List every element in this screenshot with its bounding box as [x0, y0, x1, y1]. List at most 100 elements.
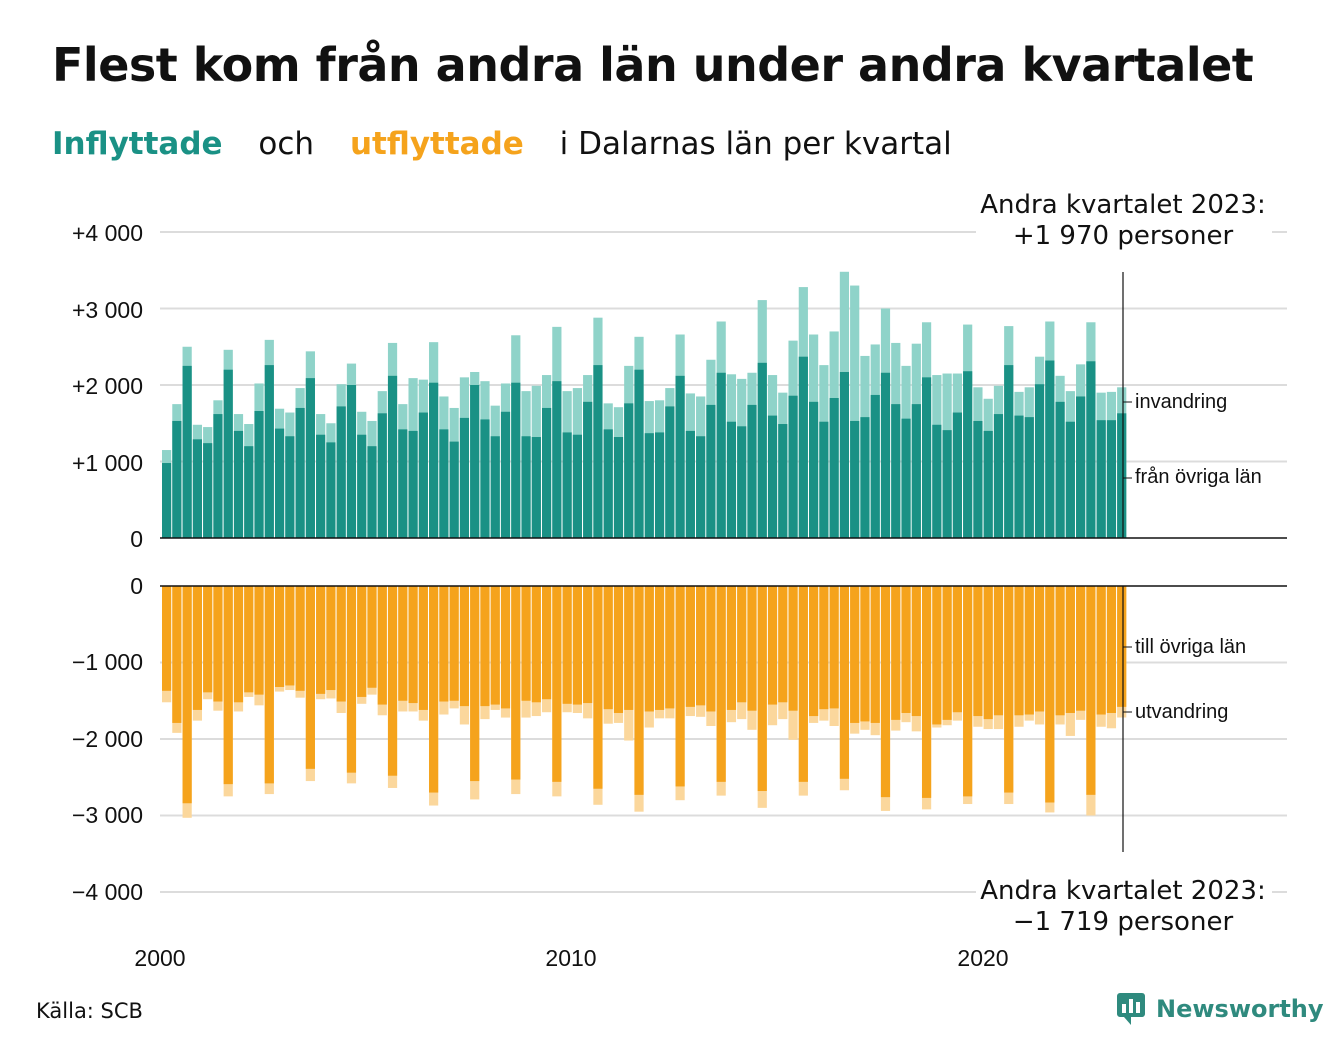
bar-till-ovriga-lan	[408, 586, 418, 704]
bar-till-ovriga-lan	[162, 586, 172, 691]
bar-till-ovriga-lan	[747, 586, 757, 711]
bar-fran-ovriga-lan	[624, 403, 634, 538]
bar-till-ovriga-lan	[1055, 586, 1065, 716]
bar-fran-ovriga-lan	[264, 365, 274, 538]
bar-fran-ovriga-lan	[675, 375, 685, 538]
bar-till-ovriga-lan	[511, 586, 521, 780]
bar-fran-ovriga-lan	[788, 395, 798, 538]
bar-fran-ovriga-lan	[839, 371, 850, 538]
bar-fran-ovriga-lan	[305, 378, 315, 538]
bar-fran-ovriga-lan	[870, 394, 880, 538]
bar-fran-ovriga-lan	[1055, 401, 1065, 538]
bar-till-ovriga-lan	[654, 586, 665, 710]
bar-till-ovriga-lan	[1045, 586, 1055, 803]
bar-till-ovriga-lan	[767, 586, 778, 705]
annotation-top: Andra kvartalet 2023: +1 970 personer	[976, 186, 1272, 252]
bar-fran-ovriga-lan	[182, 365, 192, 538]
bar-till-ovriga-lan	[603, 586, 613, 710]
bar-fran-ovriga-lan	[316, 434, 326, 538]
bar-till-ovriga-lan	[932, 586, 942, 725]
bar-till-ovriga-lan	[624, 586, 634, 710]
y-tick-bottom: −2 000	[72, 726, 143, 752]
bar-till-ovriga-lan	[398, 586, 408, 701]
bar-fran-ovriga-lan	[860, 417, 870, 538]
bar-fran-ovriga-lan	[1096, 420, 1106, 538]
bar-till-ovriga-lan	[1024, 586, 1034, 715]
bar-till-ovriga-lan	[696, 586, 706, 706]
bar-fran-ovriga-lan	[213, 414, 223, 538]
bar-fran-ovriga-lan	[541, 407, 552, 538]
bar-till-ovriga-lan	[449, 586, 459, 701]
bar-fran-ovriga-lan	[603, 429, 613, 538]
bar-fran-ovriga-lan	[798, 356, 808, 538]
subtitle-inflyttade: Inflyttade	[52, 126, 223, 162]
bar-till-ovriga-lan	[685, 586, 695, 707]
bar-till-ovriga-lan	[274, 586, 285, 687]
bar-fran-ovriga-lan	[346, 385, 357, 538]
y-tick-top: +2 000	[72, 373, 143, 399]
y-axis-top-labels: +4 000 +3 000 +2 000 +1 000 0	[72, 220, 143, 552]
bar-fran-ovriga-lan	[326, 442, 336, 538]
bar-fran-ovriga-lan	[162, 463, 172, 538]
label-invandring: invandring	[1135, 391, 1227, 413]
bar-fran-ovriga-lan	[459, 417, 470, 538]
bar-till-ovriga-lan	[429, 586, 439, 793]
bar-fran-ovriga-lan	[963, 371, 973, 538]
bar-till-ovriga-lan	[500, 586, 511, 709]
bar-till-ovriga-lan	[819, 586, 829, 710]
bar-till-ovriga-lan	[706, 586, 716, 712]
bar-till-ovriga-lan	[757, 586, 767, 792]
bar-fran-ovriga-lan	[1106, 420, 1117, 538]
bar-till-ovriga-lan	[1065, 586, 1075, 713]
bar-till-ovriga-lan	[1076, 586, 1086, 711]
bar-till-ovriga-lan	[891, 586, 901, 720]
bar-fran-ovriga-lan	[911, 404, 921, 538]
bar-till-ovriga-lan	[737, 586, 747, 703]
annotation-top-line1: Andra kvartalet 2023:	[980, 190, 1265, 220]
bar-till-ovriga-lan	[1004, 586, 1014, 793]
bar-till-ovriga-lan	[254, 586, 264, 695]
label-till-ovriga-lan: till övriga län	[1135, 636, 1246, 658]
bar-till-ovriga-lan	[377, 586, 387, 705]
bar-till-ovriga-lan	[880, 586, 891, 798]
bar-till-ovriga-lan	[562, 586, 572, 704]
bar-till-ovriga-lan	[963, 586, 973, 797]
bar-till-ovriga-lan	[305, 586, 315, 769]
bar-till-ovriga-lan	[870, 586, 880, 723]
bar-fran-ovriga-lan	[367, 446, 377, 538]
bar-fran-ovriga-lan	[398, 429, 408, 538]
bar-till-ovriga-lan	[326, 586, 336, 691]
bar-fran-ovriga-lan	[521, 436, 531, 538]
subtitle-och: och	[258, 126, 315, 162]
bar-fran-ovriga-lan	[696, 436, 706, 538]
bar-fran-ovriga-lan	[593, 365, 603, 538]
utflyttade-bars	[162, 586, 1127, 818]
bar-till-ovriga-lan	[901, 586, 911, 713]
bar-till-ovriga-lan	[1014, 586, 1024, 716]
bar-fran-ovriga-lan	[706, 404, 716, 538]
bar-till-ovriga-lan	[983, 586, 993, 720]
bar-till-ovriga-lan	[572, 586, 582, 705]
bar-fran-ovriga-lan	[819, 421, 829, 538]
bar-fran-ovriga-lan	[809, 401, 819, 538]
bar-fran-ovriga-lan	[583, 401, 593, 538]
subtitle-rest: i Dalarnas län per kvartal	[559, 126, 952, 162]
bar-till-ovriga-lan	[346, 586, 357, 773]
bar-fran-ovriga-lan	[552, 381, 562, 538]
bar-till-ovriga-lan	[726, 586, 737, 710]
x-tick: 2020	[957, 945, 1008, 971]
annotation-bottom: Andra kvartalet 2023: −1 719 personer	[976, 872, 1272, 938]
bar-fran-ovriga-lan	[993, 414, 1004, 538]
logo-text: Newsworthy	[1156, 995, 1324, 1023]
bar-fran-ovriga-lan	[1024, 417, 1034, 538]
newsworthy-logo[interactable]: Newsworthy	[1116, 992, 1324, 1026]
bar-fran-ovriga-lan	[1076, 396, 1086, 538]
bar-till-ovriga-lan	[213, 586, 223, 702]
bar-till-ovriga-lan	[1034, 586, 1045, 712]
bar-till-ovriga-lan	[839, 586, 850, 779]
bar-fran-ovriga-lan	[562, 432, 572, 538]
chart-title: Flest kom från andra län under andra kva…	[52, 38, 1254, 92]
bar-till-ovriga-lan	[418, 586, 428, 710]
bar-fran-ovriga-lan	[357, 434, 367, 538]
